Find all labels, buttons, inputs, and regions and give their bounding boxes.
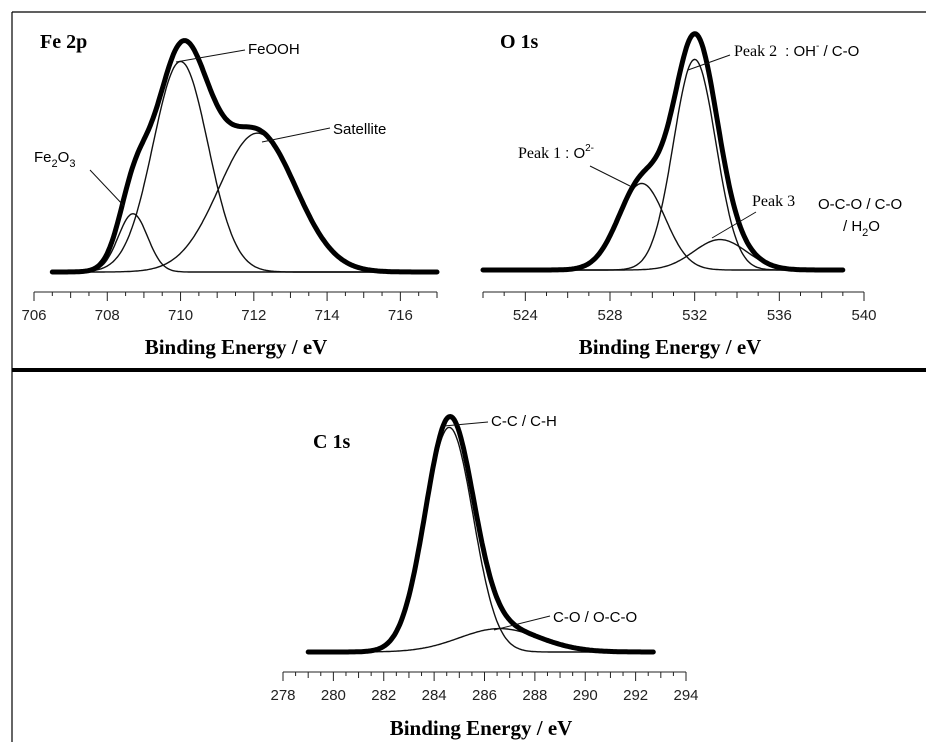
peak1-sep: :: [565, 145, 573, 162]
o1s-tick-label: 532: [682, 307, 707, 324]
o1s-label-peak3-line1: O-C-O / C-O: [818, 196, 902, 213]
fe2o3-fe: Fe: [34, 149, 52, 166]
o1s-components: [483, 58, 843, 271]
peak1-charge: 2-: [585, 143, 594, 154]
peak2-rest: / C-O: [819, 43, 859, 60]
o1s-envelope: [480, 31, 846, 273]
fe2p-tick-label: 710: [168, 307, 193, 324]
panel-o1s: O 1s 524 528 532 536 540 Binding Energy / eV…: [480, 31, 902, 359]
c1s-tick-label: 282: [371, 687, 396, 704]
panel-c1s: C 1s 278 280 282 284 286 288 290 292 294 Binding…: [270, 413, 698, 740]
peak3-o: O: [868, 218, 880, 235]
fe2p-x-axis: 706 708 710 712 714 716: [21, 291, 438, 324]
peak2-charge: -: [816, 41, 819, 52]
o1s-component-2: [483, 238, 843, 271]
c1s-label-cc: C-C / C-H: [491, 413, 557, 430]
fe2p-tick-label: 712: [241, 307, 266, 324]
c1s-envelope: [305, 414, 656, 655]
c1s-x-axis-title: Binding Energy / eV: [390, 716, 573, 740]
o1s-tick-label: 528: [597, 307, 622, 324]
fe2p-x-axis-title: Binding Energy / eV: [145, 335, 328, 359]
fe2p-tick-label: 716: [388, 307, 413, 324]
c1s-leader-co: [493, 615, 551, 631]
o1s-leader-peak1: [589, 165, 631, 187]
fe2p-leader-feooh: [175, 49, 246, 63]
o1s-label-peak2: Peak 2: OH- / C-O: [734, 41, 859, 60]
c1s-tick-label: 286: [472, 687, 497, 704]
c1s-label-co: C-O / O-C-O: [553, 609, 637, 626]
c1s-tick-label: 288: [522, 687, 547, 704]
panel-label-o1s: O 1s: [500, 31, 539, 53]
panel-fe2p: Fe 2p 706 708 710 712 714 716 Binding Energy …: [21, 31, 440, 359]
c1s-component-1: [308, 627, 654, 653]
fe2o3-sub1: 2: [52, 158, 58, 170]
c1s-tick-label: 280: [321, 687, 346, 704]
c1s-tick-label: 292: [623, 687, 648, 704]
peak2-sep: :: [785, 43, 793, 60]
o1s-leader-peak3: [711, 211, 757, 239]
fe2p-tick-label: 706: [21, 307, 46, 324]
peak1-species: O: [573, 145, 585, 162]
c1s-tick-label: 294: [673, 687, 698, 704]
o1s-leader-peak2: [687, 54, 731, 71]
o1s-tick-label: 536: [767, 307, 792, 324]
c1s-leader-cc: [443, 421, 489, 427]
fe2p-label-fe2o3: Fe2O3: [34, 149, 75, 170]
o1s-label-peak3: Peak 3: [752, 193, 795, 210]
fe2p-label-feooh: FeOOH: [248, 41, 300, 58]
fe2p-leader-fe2o3: [89, 169, 125, 207]
o1s-tick-label: 540: [851, 307, 876, 324]
o1s-x-axis: 524 528 532 536 540: [482, 291, 877, 324]
c1s-x-axis: 278 280 282 284 286 288 290 292 294: [270, 671, 699, 704]
c1s-tick-label: 290: [573, 687, 598, 704]
peak2-name: Peak 2: [734, 43, 777, 60]
peak3-sub: 2: [862, 227, 868, 239]
fe2p-envelope: [49, 38, 440, 275]
peak3-h: / H: [843, 218, 862, 235]
fe2p-label-satellite: Satellite: [333, 121, 386, 138]
fe2p-tick-label: 708: [95, 307, 120, 324]
fe2o3-o: O: [58, 149, 70, 166]
c1s-tick-label: 278: [270, 687, 295, 704]
peak1-name: Peak 1: [518, 145, 561, 162]
o1s-label-peak1: Peak 1: O2-: [518, 143, 594, 162]
fe2p-leader-satellite: [261, 127, 331, 143]
o1s-component-1: [483, 58, 843, 271]
o1s-label-peak3-line2: / H2O: [843, 218, 880, 239]
panel-label-c1s: C 1s: [313, 431, 350, 453]
o1s-x-axis-title: Binding Energy / eV: [579, 335, 762, 359]
peak2-species: OH: [793, 43, 816, 60]
panel-label-fe2p: Fe 2p: [40, 31, 87, 53]
fe2p-tick-label: 714: [315, 307, 340, 324]
fe2o3-sub2: 3: [69, 158, 75, 170]
c1s-tick-label: 284: [422, 687, 447, 704]
o1s-tick-label: 524: [513, 307, 538, 324]
